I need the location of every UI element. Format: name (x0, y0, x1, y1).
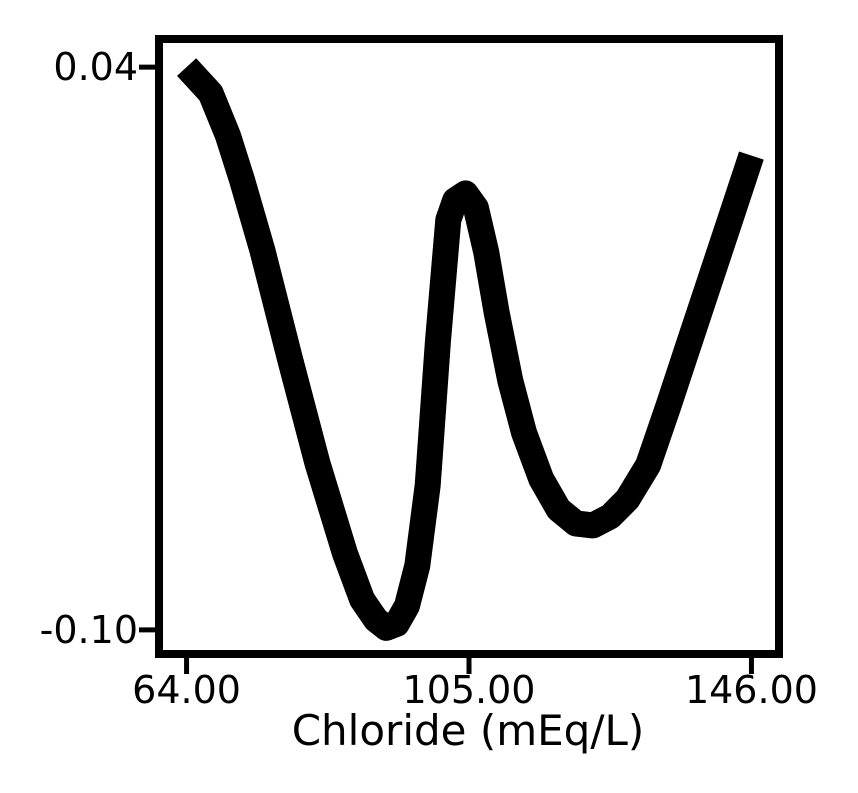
series-line (177, 58, 764, 641)
y-axis: 0.04 -0.10 (40, 45, 155, 652)
x-tick-label: 64.00 (132, 668, 241, 712)
x-tick-label: 105.00 (403, 668, 536, 712)
x-axis-label: Chloride (mEq/L) (292, 706, 645, 755)
x-axis: 64.00 105.00 146.00 (132, 658, 818, 712)
plot-frame (155, 35, 783, 658)
y-tick-label: -0.10 (40, 608, 138, 652)
y-tick-label: 0.04 (53, 45, 138, 89)
x-tick-label: 146.00 (685, 668, 818, 712)
